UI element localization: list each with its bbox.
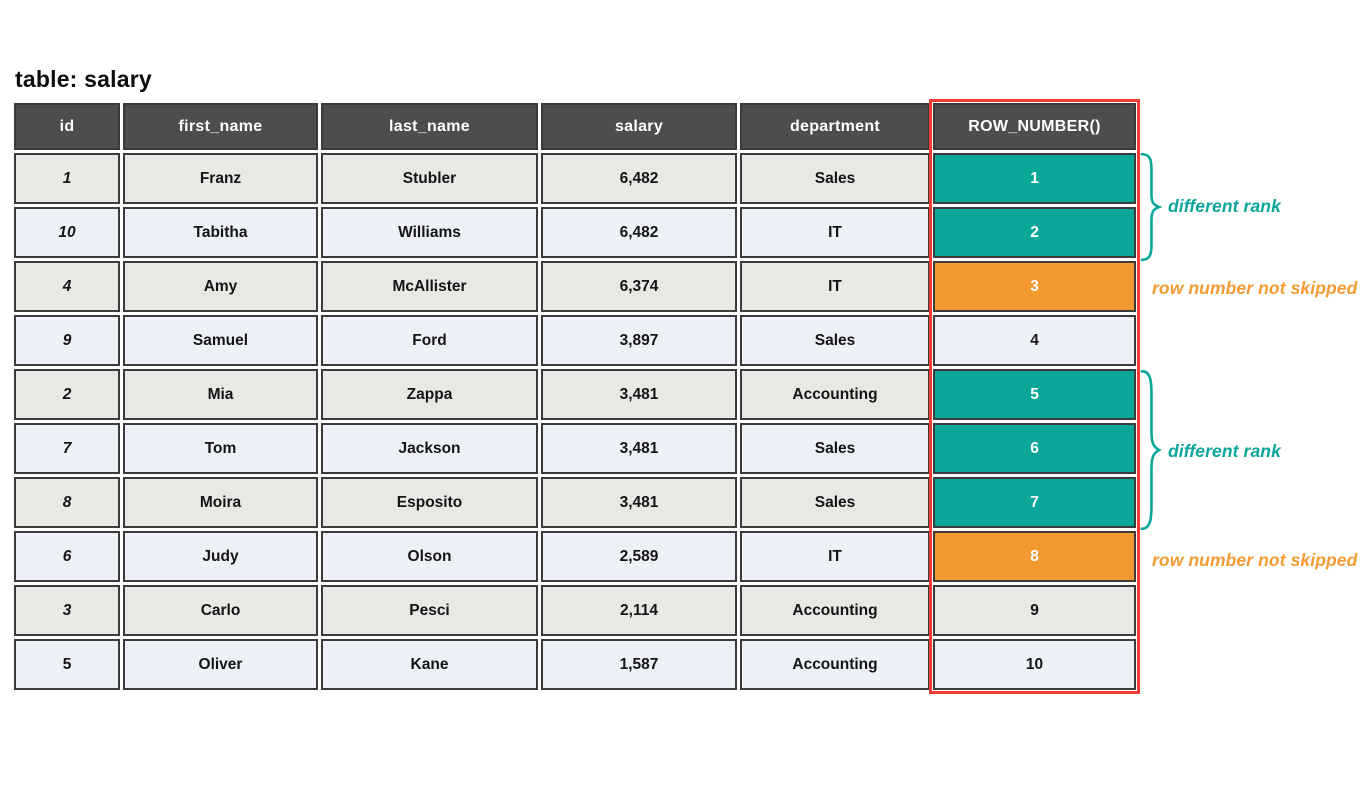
cell-salary: 2,589 — [541, 531, 737, 582]
cell-department: Accounting — [740, 639, 930, 690]
column-header-id: id — [14, 103, 120, 150]
cell-last-name: McAllister — [321, 261, 538, 312]
cell-last-name: Olson — [321, 531, 538, 582]
cell-last-name: Zappa — [321, 369, 538, 420]
cell-last-name: Pesci — [321, 585, 538, 636]
annotation-row-number-not-skipped-2: row number not skipped — [1152, 550, 1358, 570]
cell-salary: 1,587 — [541, 639, 737, 690]
cell-id: 4 — [14, 261, 120, 312]
cell-row-number: 6 — [933, 423, 1136, 474]
cell-row-number: 1 — [933, 153, 1136, 204]
cell-department: Sales — [740, 315, 930, 366]
cell-last-name: Kane — [321, 639, 538, 690]
cell-id: 7 — [14, 423, 120, 474]
cell-last-name: Jackson — [321, 423, 538, 474]
cell-department: Accounting — [740, 585, 930, 636]
cell-row-number: 5 — [933, 369, 1136, 420]
cell-salary: 6,482 — [541, 153, 737, 204]
annotation-different-rank-1: different rank — [1168, 196, 1281, 216]
cell-row-number: 2 — [933, 207, 1136, 258]
cell-row-number: 10 — [933, 639, 1136, 690]
cell-salary: 3,481 — [541, 423, 737, 474]
column-header-department: department — [740, 103, 930, 150]
cell-row-number: 7 — [933, 477, 1136, 528]
cell-department: Sales — [740, 153, 930, 204]
column-header-first-name: first_name — [123, 103, 318, 150]
cell-last-name: Williams — [321, 207, 538, 258]
cell-row-number: 8 — [933, 531, 1136, 582]
curly-brace-rows-5-7 — [1139, 368, 1162, 532]
cell-first-name: Carlo — [123, 585, 318, 636]
column-header-row-number: ROW_NUMBER() — [933, 103, 1136, 150]
cell-first-name: Franz — [123, 153, 318, 204]
cell-salary: 3,481 — [541, 369, 737, 420]
cell-row-number: 4 — [933, 315, 1136, 366]
cell-salary: 2,114 — [541, 585, 737, 636]
cell-department: Sales — [740, 423, 930, 474]
cell-id: 2 — [14, 369, 120, 420]
cell-id: 3 — [14, 585, 120, 636]
cell-salary: 3,897 — [541, 315, 737, 366]
cell-department: IT — [740, 261, 930, 312]
annotation-row-number-not-skipped-1: row number not skipped — [1152, 278, 1358, 298]
cell-first-name: Samuel — [123, 315, 318, 366]
cell-id: 6 — [14, 531, 120, 582]
cell-department: Accounting — [740, 369, 930, 420]
cell-row-number: 9 — [933, 585, 1136, 636]
cell-last-name: Stubler — [321, 153, 538, 204]
cell-first-name: Judy — [123, 531, 318, 582]
cell-salary: 3,481 — [541, 477, 737, 528]
cell-id: 5 — [14, 639, 120, 690]
cell-first-name: Mia — [123, 369, 318, 420]
column-header-salary: salary — [541, 103, 737, 150]
cell-first-name: Moira — [123, 477, 318, 528]
cell-id: 8 — [14, 477, 120, 528]
cell-last-name: Ford — [321, 315, 538, 366]
cell-first-name: Oliver — [123, 639, 318, 690]
cell-last-name: Esposito — [321, 477, 538, 528]
cell-salary: 6,482 — [541, 207, 737, 258]
cell-first-name: Tom — [123, 423, 318, 474]
page-title: table: salary — [15, 66, 152, 92]
cell-id: 1 — [14, 153, 120, 204]
cell-first-name: Tabitha — [123, 207, 318, 258]
cell-salary: 6,374 — [541, 261, 737, 312]
annotation-different-rank-2: different rank — [1168, 441, 1281, 461]
cell-first-name: Amy — [123, 261, 318, 312]
cell-row-number: 3 — [933, 261, 1136, 312]
cell-id: 9 — [14, 315, 120, 366]
cell-department: IT — [740, 207, 930, 258]
salary-table: id first_name last_name salary departmen… — [14, 99, 1140, 694]
salary-table-grid: id first_name last_name salary departmen… — [14, 103, 1136, 690]
cell-department: Sales — [740, 477, 930, 528]
cell-id: 10 — [14, 207, 120, 258]
curly-brace-rows-1-2 — [1139, 152, 1162, 262]
column-header-last-name: last_name — [321, 103, 538, 150]
cell-department: IT — [740, 531, 930, 582]
